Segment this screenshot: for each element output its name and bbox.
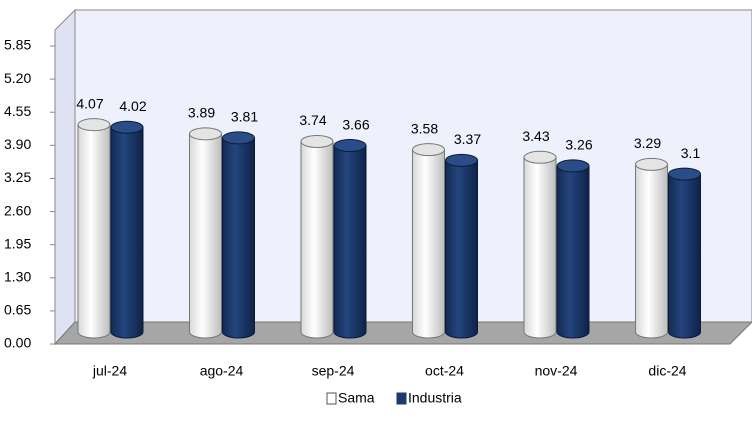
data-label: 3.66 [342, 116, 369, 132]
bar [668, 173, 701, 339]
bar-top [300, 134, 334, 148]
y-tick-label: 1.95 [4, 235, 31, 251]
x-tick-label: jul-24 [92, 363, 127, 379]
y-tick-label: 2.60 [4, 202, 31, 218]
bar [445, 159, 478, 339]
bar-top [222, 131, 255, 145]
bar [222, 137, 255, 339]
bar-top [635, 157, 668, 171]
data-label: 3.1 [681, 145, 701, 161]
x-tick-label: ago-24 [200, 363, 244, 379]
bar-top [668, 167, 701, 181]
y-tick-label: 5.85 [4, 37, 31, 53]
bar [412, 149, 445, 339]
data-label: 3.89 [188, 105, 215, 121]
x-tick-label: dic-24 [648, 363, 686, 379]
bar-top [556, 159, 590, 173]
y-tick-label: 3.90 [4, 136, 31, 152]
bar-top [110, 120, 144, 134]
legend-label: Industria [408, 390, 462, 406]
bar [556, 165, 590, 339]
bar [523, 156, 557, 339]
bar [77, 124, 111, 339]
data-label: 3.81 [231, 109, 258, 125]
data-label: 3.58 [411, 120, 438, 136]
data-label: 4.02 [119, 98, 146, 114]
side-wall [54, 8, 76, 346]
bar-top [445, 153, 478, 167]
bar [189, 133, 222, 339]
data-label: 4.07 [76, 95, 103, 111]
x-tick-label: oct-24 [425, 363, 464, 379]
data-label: 3.29 [634, 135, 661, 151]
bar [110, 126, 144, 339]
bar-top [333, 139, 367, 153]
x-tick-label: nov-24 [535, 363, 578, 379]
bar-top [189, 127, 222, 141]
y-tick-label: 5.20 [4, 70, 31, 86]
y-tick-label: 0.65 [4, 302, 31, 318]
data-label: 3.43 [522, 128, 549, 144]
data-label: 3.74 [299, 112, 326, 128]
bar [333, 145, 367, 339]
bar [300, 140, 334, 339]
legend-label: Sama [338, 390, 375, 406]
y-tick-label: 3.25 [4, 169, 31, 185]
bar [635, 163, 668, 339]
data-label: 3.26 [565, 137, 592, 153]
y-tick-label: 4.55 [4, 103, 31, 119]
bar-top [77, 118, 111, 132]
y-tick-label: 0.00 [4, 335, 31, 351]
data-label: 3.37 [454, 131, 481, 147]
x-tick-label: sep-24 [312, 363, 355, 379]
legend-swatch [396, 392, 407, 405]
bar-top [523, 150, 557, 164]
legend-swatch [326, 392, 337, 405]
bar-top [412, 143, 445, 157]
y-tick-label: 1.30 [4, 268, 31, 284]
